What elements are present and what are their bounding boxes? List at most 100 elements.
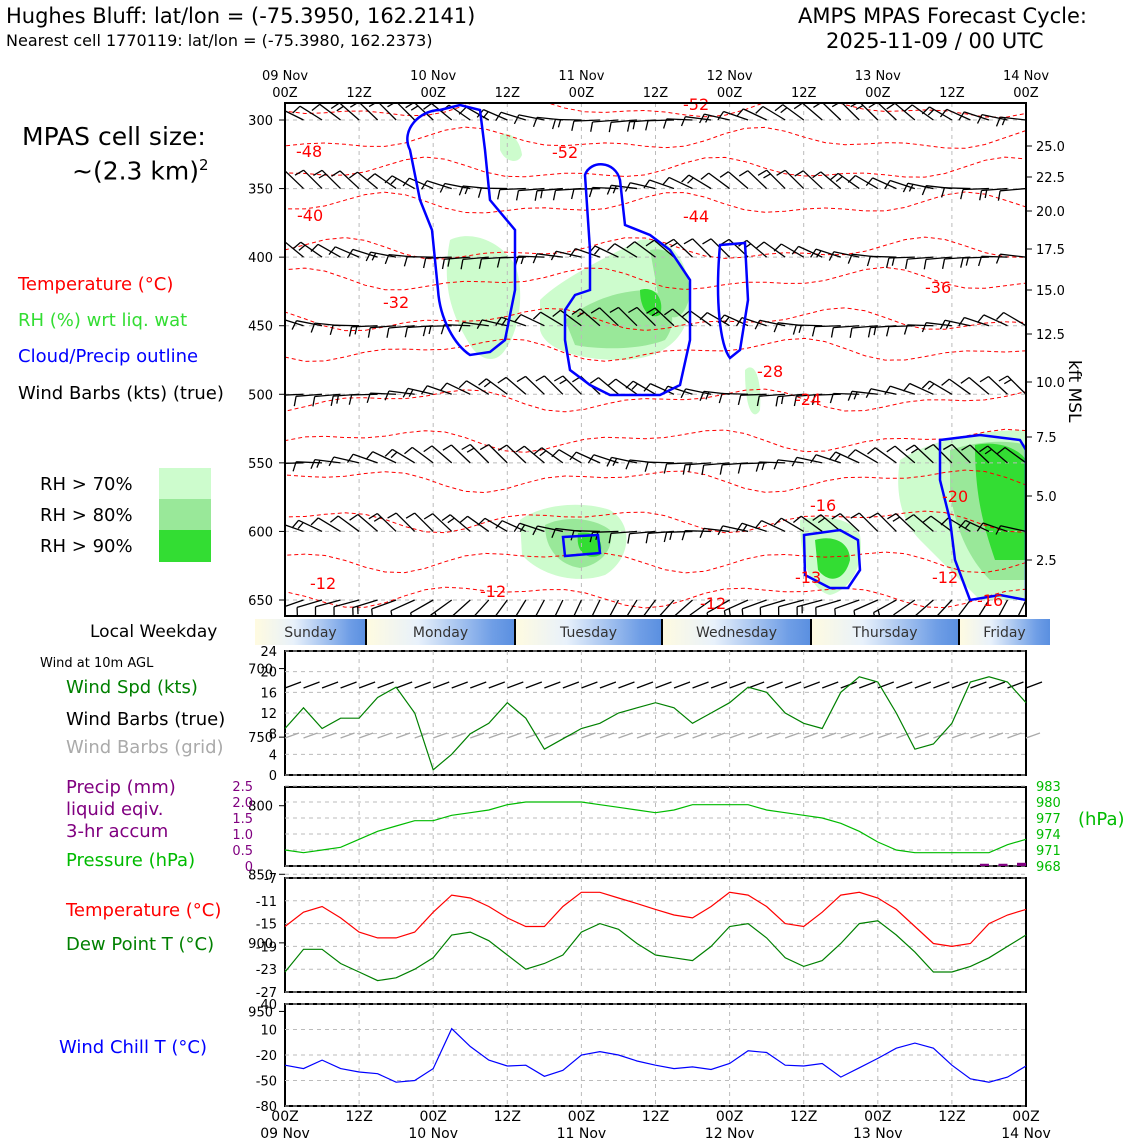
barb-shaft — [946, 108, 971, 121]
barb-shaft — [358, 103, 379, 121]
barb-shaft — [689, 310, 712, 327]
barb-shaft — [611, 119, 638, 123]
barb-flag — [495, 316, 502, 326]
temperature-contour — [285, 428, 1026, 453]
barb-flag — [280, 1022, 282, 1032]
rh70-region — [500, 133, 522, 162]
surface-barb-true — [544, 681, 561, 689]
barb-shaft — [339, 170, 360, 190]
wind-barb — [366, 173, 397, 190]
wind-barb — [977, 255, 1008, 267]
barb-shaft — [592, 186, 619, 190]
barb-flag — [626, 241, 636, 249]
wind-barb — [624, 182, 656, 192]
barb-shaft — [430, 599, 453, 616]
wind-barb — [403, 256, 434, 267]
barb-flag — [773, 517, 782, 526]
wind-barb — [423, 445, 453, 464]
wind-barb — [405, 512, 434, 532]
barb-flag — [609, 306, 619, 313]
precip-tick-label: 1.5 — [232, 812, 253, 827]
wind-barb — [313, 169, 342, 190]
barb-flag — [979, 375, 989, 383]
barb-flag — [834, 608, 837, 616]
barb-flag — [761, 462, 766, 471]
barb-shaft — [851, 390, 878, 395]
wind-barb — [682, 462, 712, 475]
surface-barb-grid — [951, 732, 967, 739]
barb-flag — [495, 520, 503, 529]
surface-barb-true — [692, 681, 709, 689]
barb-shaft — [800, 515, 823, 532]
wind-barb — [346, 248, 378, 259]
barb-flag — [570, 189, 575, 200]
wind-barb — [773, 517, 805, 532]
barb-flag — [477, 187, 482, 198]
wind-barb — [796, 599, 823, 616]
surface-barb-grid — [544, 732, 559, 739]
barb-shaft — [618, 306, 638, 327]
temperature-contour — [285, 586, 1026, 609]
surface-barb-true — [488, 681, 506, 689]
barb-shaft — [907, 324, 934, 327]
barb-shaft — [370, 251, 397, 258]
wind-barb — [386, 325, 415, 338]
barb-flag — [996, 446, 1006, 455]
barb-shaft — [285, 393, 304, 396]
barb-flag — [828, 451, 837, 461]
barb-shaft — [666, 118, 693, 121]
wind-barb — [497, 376, 527, 395]
surface-barb-grid — [877, 732, 893, 739]
wind-barb — [421, 385, 452, 395]
barb-shaft — [983, 314, 1008, 327]
wind-barb — [885, 325, 915, 337]
barb-flag — [285, 171, 286, 172]
wind-barb — [292, 461, 323, 472]
wind-barb — [291, 519, 323, 533]
wind-barb — [997, 187, 1026, 201]
barb-flag — [682, 464, 686, 475]
surface-barb-grid — [303, 732, 318, 739]
barb-shaft — [536, 187, 563, 192]
barb-shaft — [704, 113, 730, 121]
barb-shaft — [630, 182, 656, 190]
barb-flag — [627, 533, 631, 544]
wind-barb — [349, 103, 379, 121]
wind-barb — [664, 238, 693, 258]
pressure-tick-label: 500 — [248, 388, 273, 403]
barb-shaft — [888, 325, 915, 328]
surface-barb-true — [321, 681, 339, 689]
wind-barb — [849, 325, 878, 338]
wind-barb — [495, 111, 527, 122]
surface-barb-true — [303, 681, 320, 689]
wind-barb — [384, 448, 416, 464]
barb-flag — [958, 519, 966, 529]
wind-barb — [645, 530, 675, 544]
wind-barb — [755, 241, 786, 258]
wind-barb — [794, 170, 823, 190]
barb-shaft — [853, 599, 879, 612]
barb-shaft — [462, 321, 489, 327]
barb-shaft — [932, 444, 953, 464]
barb-flag — [608, 533, 612, 544]
barb-flag — [735, 317, 743, 327]
barb-shaft — [543, 375, 564, 395]
barb-shaft — [591, 599, 601, 616]
barb-flag — [447, 517, 455, 524]
barb-shaft — [535, 599, 545, 616]
wind-barb — [643, 179, 675, 190]
wind-barb — [348, 325, 378, 337]
barb-flag — [792, 515, 802, 524]
wind-barb — [755, 461, 786, 472]
surface-barb-grid — [766, 732, 781, 739]
barb-flag — [403, 256, 408, 267]
barb-flag — [483, 381, 492, 388]
legend-rh80-label: RH > 80% — [40, 505, 133, 526]
barb-flag — [589, 532, 594, 543]
pressure-tick-label: 980 — [1036, 796, 1061, 811]
wind-barb — [939, 319, 971, 330]
barb-shaft — [851, 325, 878, 329]
barb-flag — [387, 103, 396, 108]
wind-barb — [940, 517, 971, 532]
barb-shaft — [978, 599, 990, 616]
